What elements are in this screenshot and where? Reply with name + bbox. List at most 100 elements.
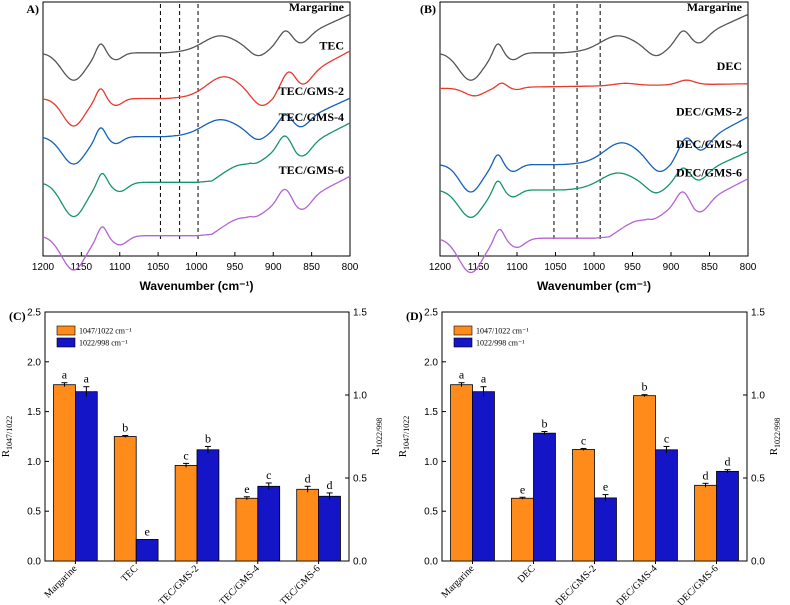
x-tick-label: 1150 (71, 262, 93, 273)
category-label: Margarine (42, 563, 79, 600)
y-left-tick-label: 2.0 (424, 357, 438, 368)
spectrum-dec (440, 79, 748, 97)
significance-letter: c (183, 448, 188, 462)
x-tick-label: 850 (701, 262, 718, 273)
spectra-panel-1: (B) 1200 1150 1100 1050 1000 950 900 850 800 Waven… (420, 0, 757, 293)
bar-r1047-1022-tec-gms-6 (296, 488, 320, 562)
series-label-dec-gms-4: DEC/GMS-4 (676, 137, 742, 151)
bar-panel-2: (C) 0.0 0.5 1.0 1.5 2.0 2.5 0.0 0.5 1.0 1.5 R1047/1… (0, 308, 384, 605)
significance-letter: c (581, 433, 586, 447)
category-label: TEC/GMS-2 (157, 563, 201, 605)
y-right-tick-label: 1.0 (353, 391, 367, 402)
category-label: DEC (516, 563, 538, 585)
spectrum-margarine (439, 13, 749, 81)
spectrum-tec (42, 50, 351, 127)
category-label: TEC (119, 563, 140, 584)
legend-label: 1047/1022 cm⁻¹ (79, 327, 132, 336)
panel-label: (B) (420, 2, 436, 16)
bar-r1047-1022-dec-gms-6 (694, 484, 717, 562)
spectrum-dec-gms-6 (439, 178, 749, 274)
y-right-tick-label: 0.5 (353, 474, 367, 485)
legend-swatch (56, 325, 76, 336)
bar-r1022-998-tec-gms-4 (257, 485, 281, 562)
x-tick-label: 950 (227, 262, 244, 273)
bar-r1047-1022-dec-gms-2 (572, 449, 595, 562)
x-tick-label: 1050 (544, 262, 567, 273)
y-left-tick-label: 2.5 (27, 308, 41, 319)
series-label-dec-gms-2: DEC/GMS-2 (676, 105, 742, 119)
bar-r1047-1022-tec (113, 436, 137, 562)
spectrum-margarine (42, 13, 351, 81)
series-label-dec: DEC (717, 59, 742, 73)
series-label-margarine: Margarine (687, 0, 743, 14)
legend-swatch (453, 325, 473, 336)
series-label-dec-gms-6: DEC/GMS-6 (676, 166, 742, 180)
x-tick-label: 800 (740, 262, 757, 273)
bar-r1047-1022-dec (511, 497, 534, 562)
legend-swatch (453, 337, 473, 348)
significance-letter: e (603, 480, 608, 494)
spectrum-dec-gms-2 (439, 116, 749, 193)
significance-letter: e (244, 482, 249, 496)
category-label: TEC/GMS-6 (278, 563, 322, 605)
series-label-tec-gms-4: TEC/GMS-4 (279, 110, 344, 124)
plot-frame (439, 1, 749, 257)
panel-label: (D) (406, 309, 423, 323)
spectrum-tec-gms-2 (42, 97, 351, 165)
y-left-tick-label: 1.0 (424, 457, 438, 468)
significance-letter: e (520, 482, 525, 496)
significance-letter: c (266, 468, 271, 482)
y-right-tick-label: 0.0 (353, 557, 367, 568)
series-label-tec-gms-6: TEC/GMS-6 (279, 163, 344, 177)
y-left-tick-label: 1.5 (424, 407, 438, 418)
category-label: DEC/GMS-4 (615, 563, 660, 605)
category-label: Margarine (440, 563, 477, 600)
y-left-title: R1047/1022 (397, 416, 411, 458)
x-tick-label: 1050 (147, 262, 170, 273)
bar-r1047-1022-dec-gms-4 (633, 395, 656, 562)
y-right-tick-label: 0.5 (751, 474, 765, 485)
y-left-tick-label: 0.5 (424, 507, 438, 518)
bar-r1022-998-dec (533, 432, 556, 562)
bar-r1047-1022-margarine (450, 384, 473, 562)
category-label: TEC/GMS-4 (218, 563, 262, 605)
bar-r1022-998-dec-gms-4 (655, 449, 678, 562)
x-tick-label: 1100 (506, 262, 528, 273)
y-right-tick-label: 0.0 (751, 557, 765, 568)
x-tick-label: 900 (265, 262, 282, 273)
x-tick-label: 950 (624, 262, 641, 273)
x-tick-label: 1150 (468, 262, 490, 273)
bar-r1047-1022-margarine (53, 384, 76, 562)
series-label-margarine: Margarine (289, 0, 345, 14)
legend-label: 1047/1022 cm⁻¹ (476, 327, 529, 336)
bar-r1047-1022-tec-gms-2 (174, 464, 198, 562)
significance-letter: a (62, 368, 68, 382)
y-right-tick-label: 1.5 (751, 308, 765, 319)
x-tick-label: 850 (303, 262, 320, 273)
bar-r1022-998-dec-gms-2 (594, 497, 617, 562)
significance-letter: a (459, 368, 465, 382)
category-label: DEC/GMS-2 (554, 563, 599, 605)
bar-r1022-998-tec-gms-2 (196, 449, 220, 562)
x-tick-label: 1200 (32, 262, 55, 273)
significance-letter: a (84, 372, 90, 386)
bar-r1022-998-dec-gms-6 (716, 470, 739, 562)
significance-letter: c (664, 431, 669, 445)
y-right-title: R1022/998 (768, 418, 782, 456)
y-right-title: R1022/998 (370, 418, 384, 456)
spectrum-dec-gms-4 (439, 151, 749, 219)
x-axis-title: Wavenumber (cm⁻¹) (140, 279, 254, 293)
y-left-tick-label: 1.0 (27, 457, 41, 468)
bar-r1022-998-tec-gms-6 (318, 495, 341, 562)
series-label-tec-gms-2: TEC/GMS-2 (279, 84, 344, 98)
panel-label: A) (26, 2, 39, 16)
bar-panel-3: (D) 0.0 0.5 1.0 1.5 2.0 2.5 0.0 0.5 1.0 1.5 R1047/1… (397, 308, 782, 605)
bar-r1022-998-margarine (75, 391, 98, 562)
spectra-panel-0: A) 1200 1150 1100 1050 1000 950 900 850 800 Wavenu… (26, 0, 358, 293)
significance-letter: b (541, 417, 547, 431)
significance-letter: d (724, 455, 730, 469)
y-left-tick-label: 2.5 (424, 308, 438, 319)
x-tick-label: 900 (663, 262, 680, 273)
significance-letter: e (144, 524, 149, 538)
series-label-tec: TEC (319, 38, 344, 52)
